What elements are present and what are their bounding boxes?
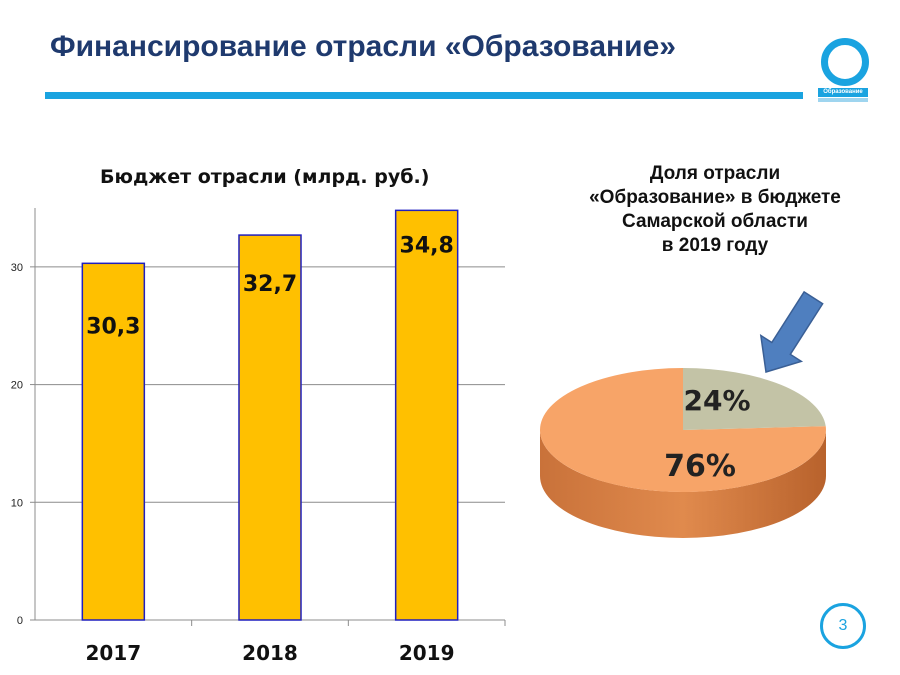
pie-title-line: в 2019 году bbox=[661, 235, 769, 256]
bar bbox=[81, 262, 146, 621]
y-tick-label: 0 bbox=[17, 615, 23, 627]
bar-value-label: 30,3 bbox=[86, 314, 140, 339]
x-tick-label: 2018 bbox=[242, 641, 298, 665]
pie-title-line: Самарской области bbox=[622, 211, 808, 232]
x-tick-label: 2017 bbox=[85, 641, 141, 665]
o-ring-logo-icon: Образование bbox=[818, 38, 869, 104]
pie-slice-label: 76% bbox=[664, 449, 736, 484]
logo-subline bbox=[818, 98, 868, 102]
title-underline bbox=[45, 92, 803, 99]
pie-chart-title: Доля отрасли «Образование» в бюджете Сам… bbox=[560, 162, 870, 258]
bar-value-label: 32,7 bbox=[243, 272, 297, 297]
bar-chart-title: Бюджет отрасли (млрд. руб.) bbox=[100, 166, 430, 188]
pie-side bbox=[540, 430, 826, 538]
bar bbox=[238, 234, 302, 621]
y-tick-label: 30 bbox=[11, 262, 23, 274]
arrow-icon bbox=[759, 290, 824, 373]
logo-label: Образование bbox=[818, 88, 868, 97]
x-tick-label: 2019 bbox=[399, 641, 455, 665]
page-title: Финансирование отрасли «Образование» bbox=[50, 30, 676, 63]
pie-slice-label: 24% bbox=[683, 384, 750, 417]
pie-slice bbox=[683, 368, 826, 430]
logo-ring bbox=[821, 38, 869, 86]
y-tick-label: 20 bbox=[11, 380, 23, 392]
pie-title-line: «Образование» в бюджете bbox=[589, 187, 841, 208]
pie-title-line: Доля отрасли bbox=[649, 163, 781, 184]
arrow-shape bbox=[759, 290, 824, 373]
y-tick-label: 10 bbox=[11, 497, 23, 509]
page-number: 3 bbox=[820, 603, 866, 649]
bar-value-label: 34,8 bbox=[400, 233, 454, 258]
bar bbox=[394, 209, 459, 621]
